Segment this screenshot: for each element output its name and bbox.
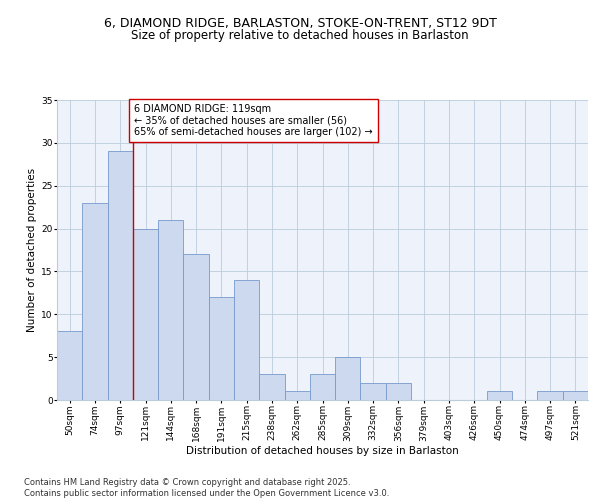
- Bar: [563, 392, 588, 400]
- Bar: [82, 203, 107, 400]
- Text: Contains HM Land Registry data © Crown copyright and database right 2025.
Contai: Contains HM Land Registry data © Crown c…: [24, 478, 389, 498]
- Bar: [158, 220, 184, 400]
- Bar: [310, 374, 335, 400]
- Bar: [361, 383, 386, 400]
- Bar: [259, 374, 284, 400]
- Bar: [538, 392, 563, 400]
- Text: Size of property relative to detached houses in Barlaston: Size of property relative to detached ho…: [131, 29, 469, 42]
- Bar: [184, 254, 209, 400]
- Bar: [284, 392, 310, 400]
- Bar: [386, 383, 411, 400]
- Y-axis label: Number of detached properties: Number of detached properties: [27, 168, 37, 332]
- Bar: [487, 392, 512, 400]
- X-axis label: Distribution of detached houses by size in Barlaston: Distribution of detached houses by size …: [186, 446, 459, 456]
- Bar: [57, 332, 82, 400]
- Text: 6, DIAMOND RIDGE, BARLASTON, STOKE-ON-TRENT, ST12 9DT: 6, DIAMOND RIDGE, BARLASTON, STOKE-ON-TR…: [104, 18, 496, 30]
- Bar: [335, 357, 361, 400]
- Bar: [107, 152, 133, 400]
- Bar: [234, 280, 259, 400]
- Text: 6 DIAMOND RIDGE: 119sqm
← 35% of detached houses are smaller (56)
65% of semi-de: 6 DIAMOND RIDGE: 119sqm ← 35% of detache…: [134, 104, 373, 138]
- Bar: [209, 297, 234, 400]
- Bar: [133, 228, 158, 400]
